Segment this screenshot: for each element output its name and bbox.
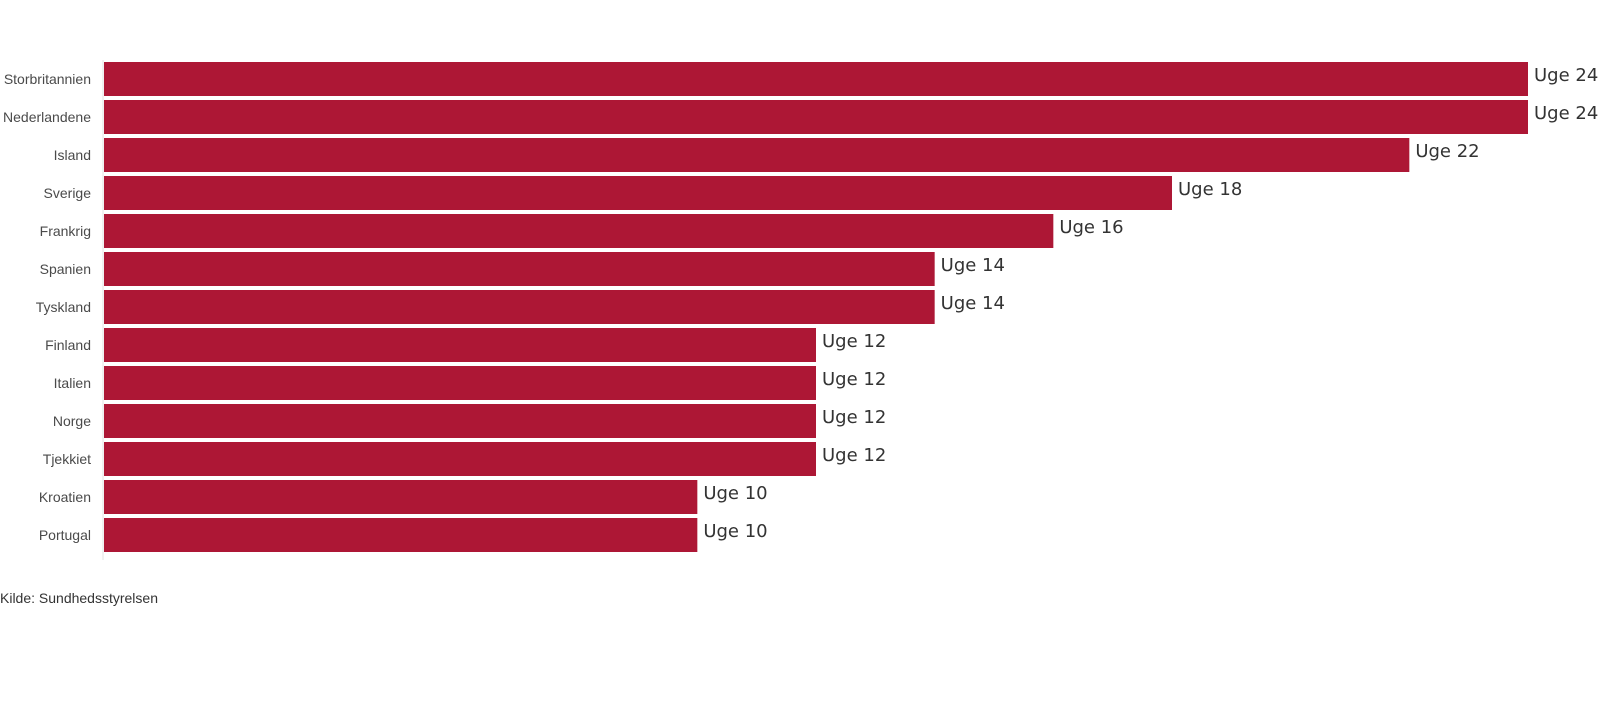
bar — [104, 252, 935, 286]
bar — [104, 518, 698, 552]
category-label: Portugal — [39, 527, 91, 543]
category-labels-group: Storbritannien Nederlandene Island Sverige F… — [3, 71, 91, 543]
value-label: Uge 14 — [941, 255, 1005, 276]
value-labels-group: Uge 24 Uge 24 Uge 22 Uge 18 Uge 16 Uge 14 Uge … — [703, 65, 1598, 542]
value-label: Uge 12 — [822, 407, 886, 428]
bars-group — [104, 62, 1528, 552]
value-label: Uge 24 — [1534, 65, 1598, 86]
value-label: Uge 10 — [703, 521, 767, 542]
category-label: Spanien — [40, 261, 91, 277]
category-label: Finland — [45, 337, 91, 353]
bar — [104, 176, 1172, 210]
bar — [104, 328, 816, 362]
value-label: Uge 12 — [822, 331, 886, 352]
value-label: Uge 24 — [1534, 103, 1598, 124]
category-label: Italien — [54, 375, 91, 391]
category-label: Tjekkiet — [43, 451, 91, 467]
category-label: Nederlandene — [3, 109, 91, 125]
value-label: Uge 14 — [941, 293, 1005, 314]
bar — [104, 290, 935, 324]
value-label: Uge 22 — [1415, 141, 1479, 162]
source-note: Kilde: Sundhedsstyrelsen — [0, 590, 158, 606]
category-label: Tyskland — [36, 299, 91, 315]
value-label: Uge 12 — [822, 445, 886, 466]
value-label: Uge 12 — [822, 369, 886, 390]
bar — [104, 100, 1528, 134]
category-label: Kroatien — [39, 489, 91, 505]
value-label: Uge 16 — [1059, 217, 1123, 238]
category-label: Sverige — [44, 185, 92, 201]
category-label: Norge — [53, 413, 91, 429]
bar — [104, 480, 698, 514]
value-label: Uge 18 — [1178, 179, 1242, 200]
bar — [104, 404, 816, 438]
category-label: Island — [54, 147, 91, 163]
category-label: Storbritannien — [4, 71, 91, 87]
category-label: Frankrig — [40, 223, 91, 239]
bar — [104, 442, 816, 476]
bar — [104, 62, 1528, 96]
bar — [104, 214, 1054, 248]
value-label: Uge 10 — [703, 483, 767, 504]
bar — [104, 138, 1410, 172]
bar — [104, 366, 816, 400]
